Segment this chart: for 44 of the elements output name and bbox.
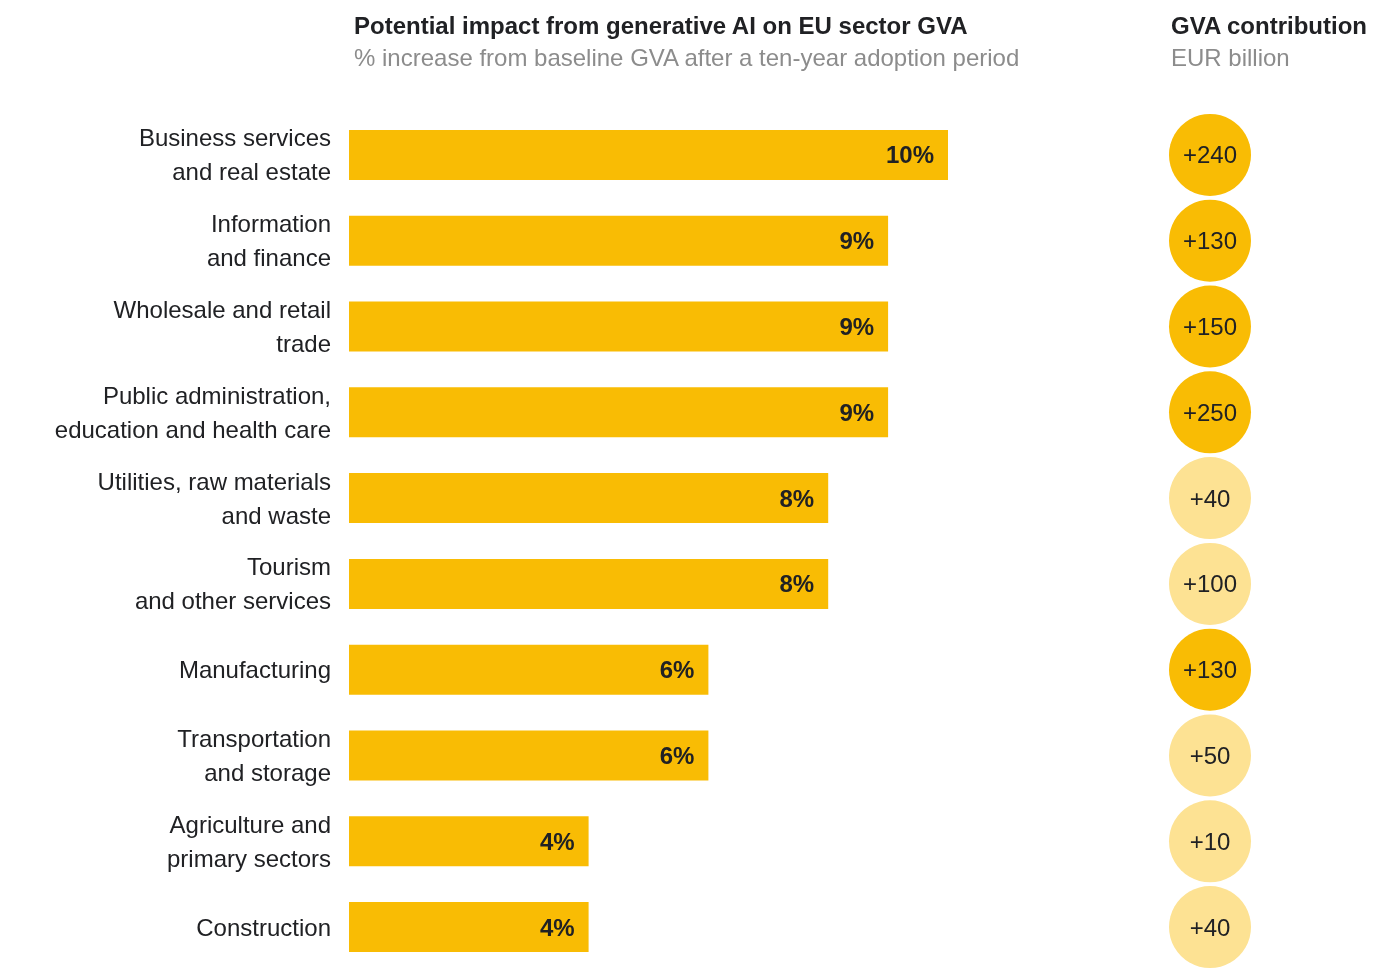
data-label: 9% — [839, 398, 875, 426]
data-label: +240 — [1182, 141, 1238, 169]
data-label: +100 — [1182, 570, 1238, 598]
data-label: +10 — [1189, 827, 1231, 855]
data-label: +50 — [1189, 742, 1231, 769]
bar — [349, 730, 709, 781]
data-label: +150 — [1182, 313, 1238, 340]
y-tick-label: Manufacturing — [178, 656, 331, 684]
text: GVA contribution — [1171, 11, 1367, 39]
data-label: 8% — [779, 570, 815, 598]
bar — [349, 387, 889, 438]
bar — [349, 558, 829, 609]
data-label: 9% — [839, 313, 875, 340]
bar — [349, 816, 589, 867]
chart-title: Potential impact from generative AI on EU sector GVA — [354, 11, 968, 39]
data-label: 4% — [539, 827, 575, 855]
data-label: +40 — [1189, 484, 1231, 512]
bar — [349, 644, 709, 695]
data-label: 4% — [539, 913, 575, 941]
data-label: +130 — [1182, 656, 1238, 684]
data-label: +250 — [1182, 398, 1238, 426]
text: EUR billion — [1171, 43, 1290, 71]
chart-subtitle: % increase from baseline GVA after a ten-year adoption period — [354, 43, 1020, 71]
y-tick-label: Transportation and storage — [177, 725, 331, 786]
data-label: 10% — [885, 141, 934, 169]
data-label: 6% — [659, 656, 695, 684]
y-tick-label: Public administration, education and health care — [54, 381, 331, 443]
y-tick-label: Utilities, raw materials and waste — [97, 467, 331, 529]
y-tick-label: Business services and real estate — [138, 124, 331, 186]
y-tick-label: Construction — [196, 913, 331, 941]
y-tick-label: Tourism and other services — [134, 553, 331, 615]
data-label: 6% — [659, 742, 695, 769]
data-label: 9% — [839, 227, 875, 255]
bar — [349, 473, 829, 524]
y-tick-label: Agriculture and primary sectors — [166, 810, 331, 872]
data-label: 8% — [779, 484, 815, 512]
bar — [349, 129, 948, 180]
bar — [349, 215, 889, 266]
y-tick-label: Information and finance — [206, 210, 331, 272]
data-label: +40 — [1189, 913, 1231, 941]
data-label: +130 — [1182, 227, 1238, 255]
bar — [349, 902, 589, 953]
bar — [349, 301, 889, 352]
y-tick-label: Wholesale and retail trade — [113, 296, 331, 357]
